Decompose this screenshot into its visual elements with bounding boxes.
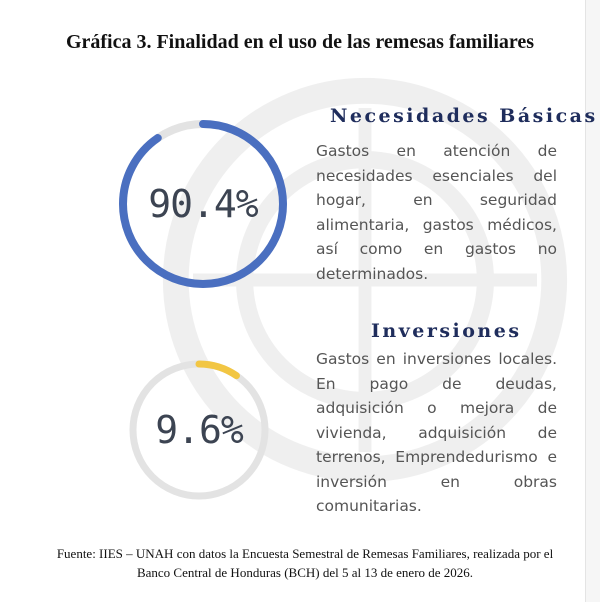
donut-necesidades-basicas: 90.4% [115, 116, 291, 292]
page-edge [585, 0, 600, 602]
description-necesidades-basicas: Gastos en atención de necesidades esenci… [316, 142, 557, 283]
chart-title: Gráfica 3. Finalidad en el uso de las re… [65, 31, 535, 53]
donut-arc-necesidades-basicas [119, 120, 287, 288]
description-inversiones: Gastos en inversiones locales. En pago d… [316, 350, 557, 515]
donut-inversiones: 9.6% [127, 358, 271, 502]
percentage-label: 9.6% [155, 408, 244, 452]
donut-chart-svg [119, 120, 287, 288]
donut-chart-svg [129, 360, 269, 500]
source-note: Fuente: IIES – UNAH con datos la Encuest… [56, 546, 554, 580]
donut-arc-inversiones [129, 360, 269, 500]
heading-inversiones: Inversiones [371, 320, 522, 342]
heading-necesidades-basicas: Necesidades Básicas [330, 105, 598, 127]
percentage-label: 90.4% [148, 182, 258, 226]
